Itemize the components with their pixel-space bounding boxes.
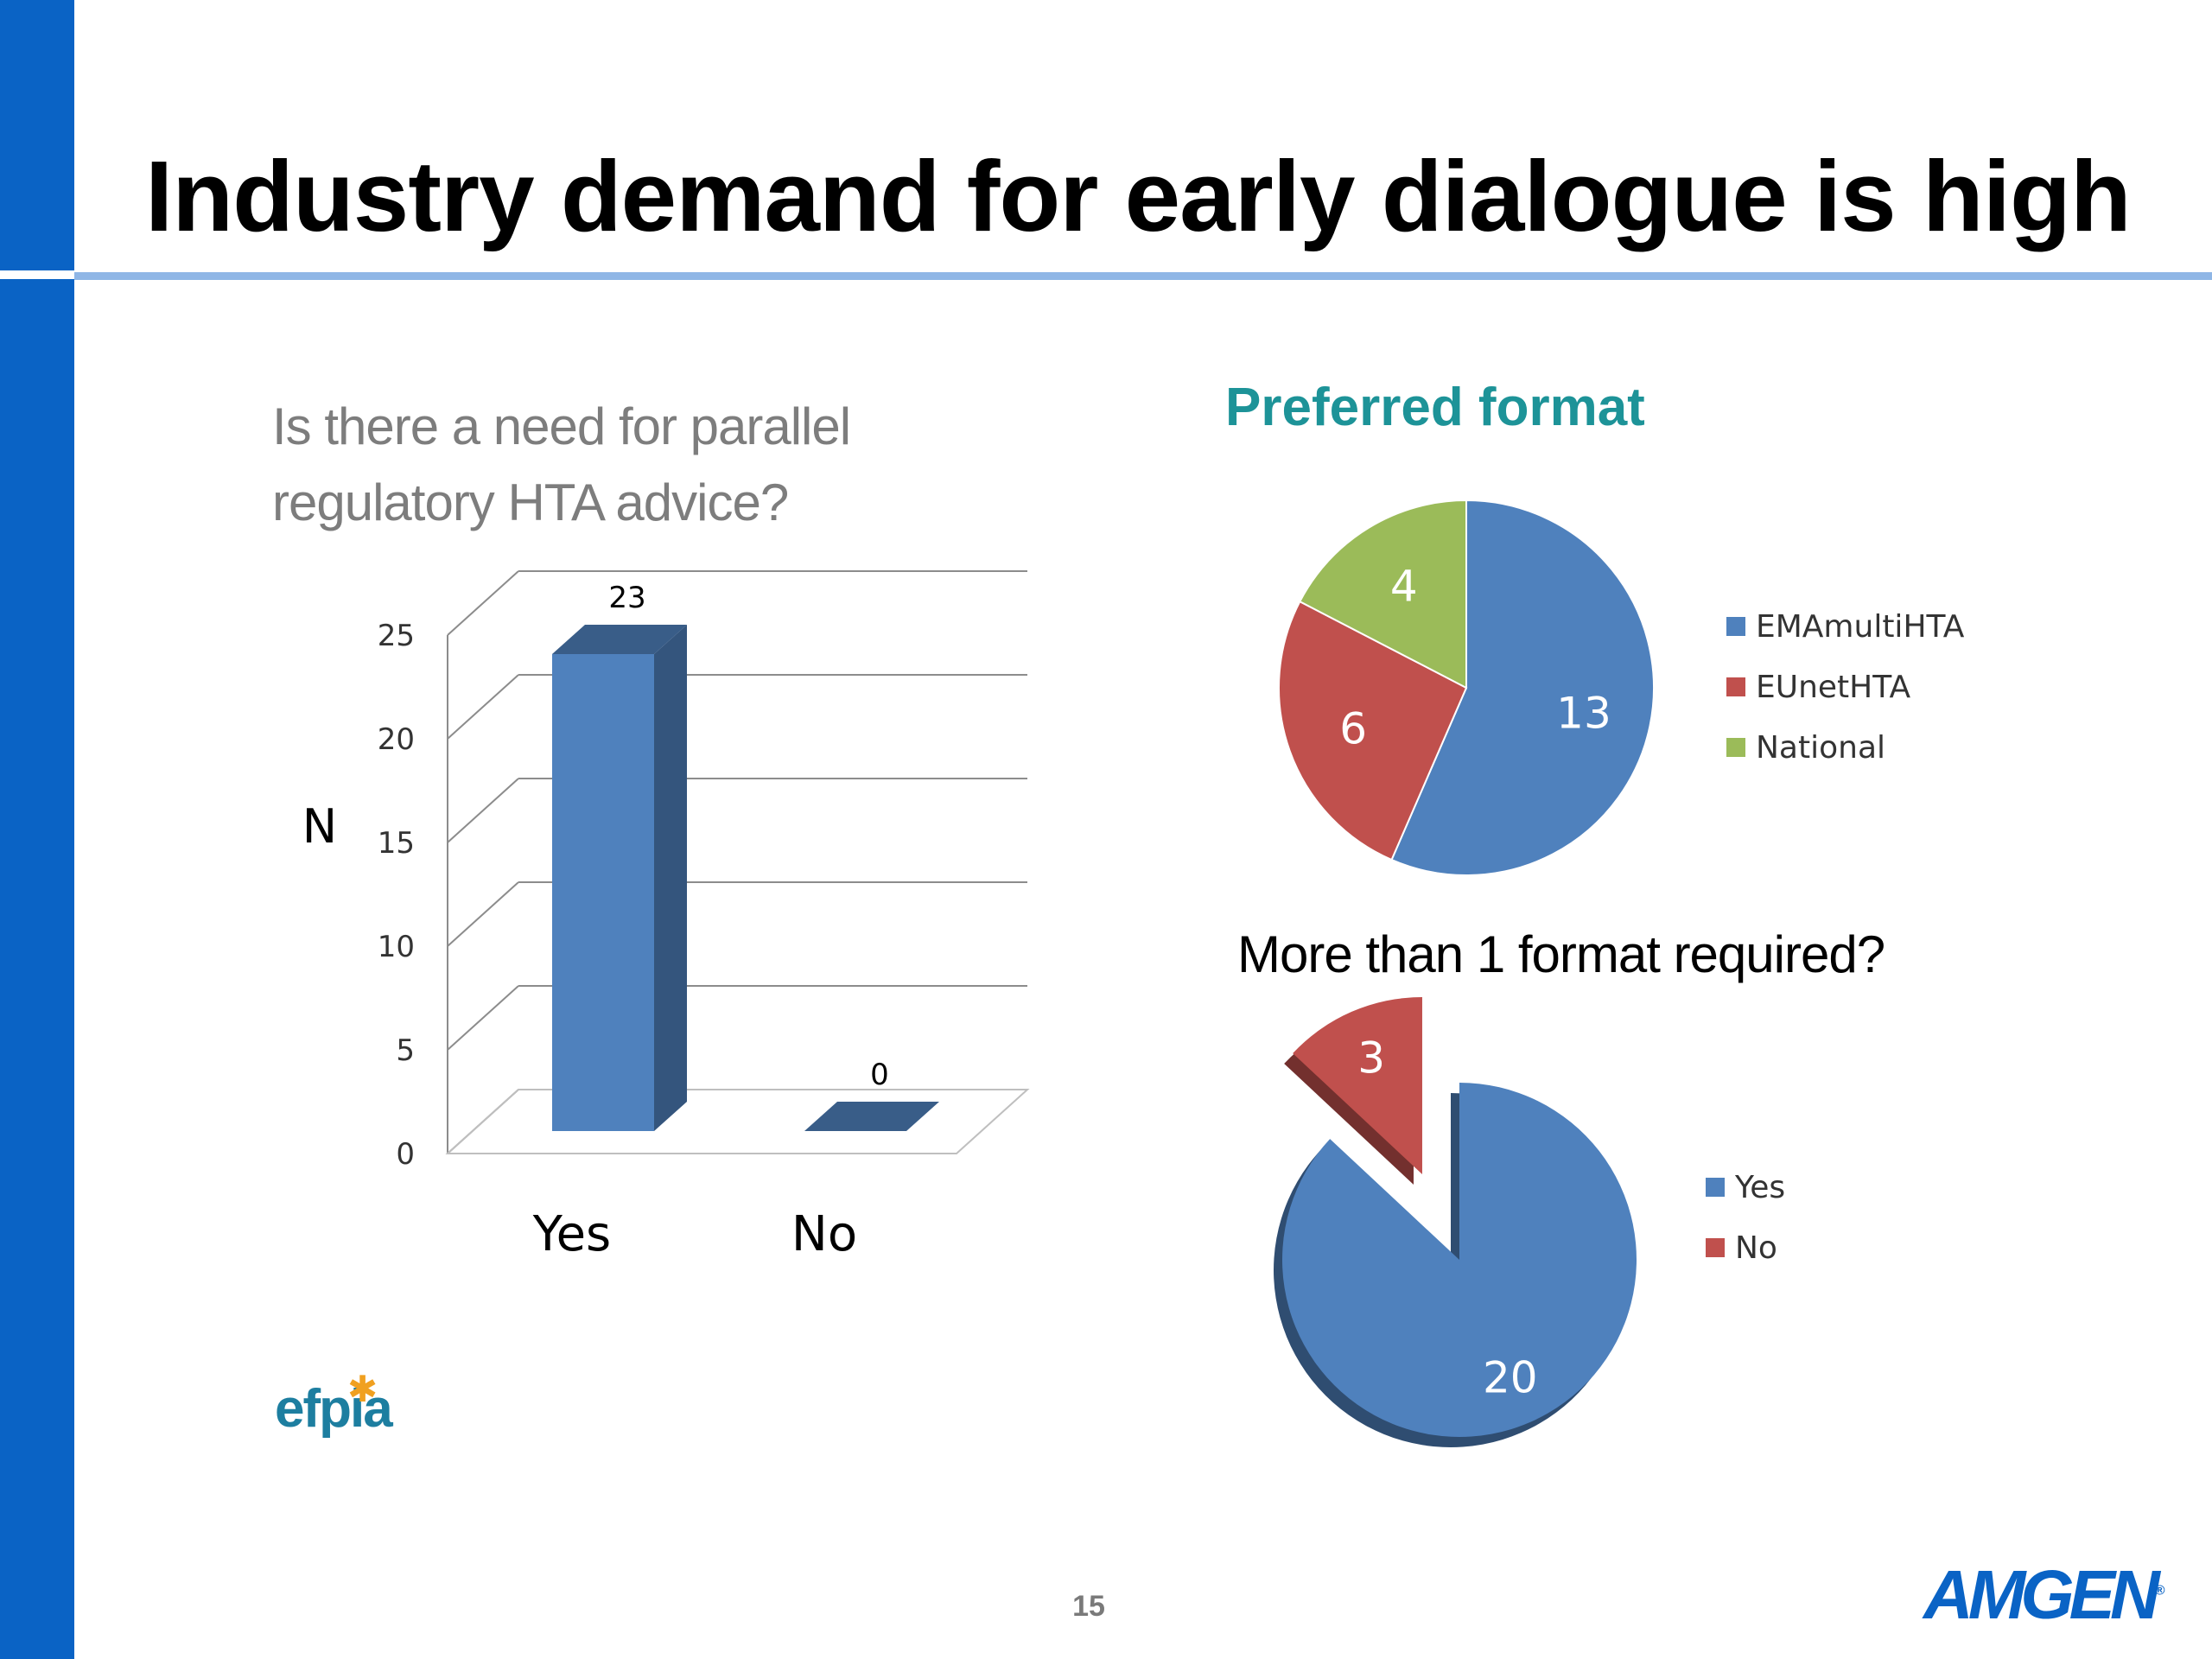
x-category-label: Yes: [532, 1206, 611, 1262]
efpia-star-icon: ✱: [347, 1369, 378, 1409]
amgen-logo-text: AMGEN: [1923, 1556, 2160, 1633]
legend-item: Yes: [1706, 1157, 1785, 1217]
pie2-title: More than 1 format required?: [1237, 925, 1885, 983]
title-underline: [74, 272, 2212, 280]
legend-swatch: [1726, 677, 1745, 696]
legend-swatch: [1726, 738, 1745, 757]
pie-slice-no: [1293, 996, 1422, 1174]
pie2-legend: Yes No: [1706, 1157, 1785, 1278]
legend-label: Yes: [1735, 1169, 1786, 1205]
pie-slice-national: [1298, 499, 1467, 690]
pie1-legend: EMAmultiHTA EUnetHTA National: [1726, 596, 1964, 778]
legend-label: EMAmultiHTA: [1756, 608, 1965, 645]
bar-side-face: [654, 625, 687, 1131]
legend-swatch: [1726, 617, 1745, 636]
gridline-diagonal: [447, 985, 519, 1051]
pie-data-label: 13: [1556, 688, 1611, 738]
pie1-title: Preferred format: [1225, 378, 1645, 437]
slide-title: Industry demand for early dialogue is hi…: [145, 140, 2132, 252]
bar-top-face: [552, 625, 687, 654]
efpia-logo-text: efpia: [275, 1379, 393, 1439]
legend-item: EUnetHTA: [1726, 657, 1964, 717]
accent-bar-gap: [0, 270, 74, 279]
legend-label: National: [1756, 729, 1886, 766]
efpia-logo: efpia ✱: [275, 1369, 393, 1440]
pie-data-label: 4: [1390, 561, 1418, 611]
chart-floor: [445, 1089, 1030, 1154]
legend-swatch: [1706, 1238, 1725, 1257]
y-tick-label: 10: [378, 930, 415, 964]
pie-slice-emamultihta: [1390, 499, 1655, 876]
pie-data-label: 3: [1357, 1033, 1385, 1084]
bar-data-label: 23: [608, 581, 645, 615]
bar-no: [804, 1102, 939, 1131]
pie-data-label: 6: [1339, 704, 1367, 754]
legend-item: National: [1726, 717, 1964, 778]
legend-label: EUnetHTA: [1756, 669, 1911, 705]
page-number: 15: [1072, 1590, 1105, 1623]
bar-chart-question: Is there a need for parallel regulatory …: [272, 397, 851, 531]
bar-front-face: [552, 654, 654, 1131]
y-tick-label: 15: [378, 826, 415, 861]
gridline-diagonal: [447, 778, 519, 843]
y-tick-label: 0: [396, 1137, 415, 1172]
bar-data-label: 0: [870, 1058, 889, 1092]
pie-slice-yes: [1281, 1083, 1637, 1437]
bar-top-face: [804, 1102, 939, 1131]
y-tick-label: 25: [378, 619, 415, 653]
y-axis-label: N: [302, 799, 337, 854]
pie-slice-eunethta: [1278, 600, 1468, 861]
legend-label: No: [1735, 1230, 1777, 1266]
gridline-diagonal: [447, 570, 519, 636]
bar-yes: [552, 625, 687, 1131]
gridline-diagonal: [447, 881, 519, 947]
y-tick-label: 20: [378, 722, 415, 757]
amgen-logo: AMGEN®: [1923, 1556, 2165, 1633]
legend-swatch: [1706, 1178, 1725, 1197]
gridline-diagonal: [447, 674, 519, 740]
legend-item: No: [1706, 1217, 1785, 1278]
x-category-label: No: [791, 1206, 857, 1262]
y-tick-label: 5: [396, 1033, 415, 1068]
legend-item: EMAmultiHTA: [1726, 596, 1964, 657]
pie-data-label: 20: [1483, 1352, 1538, 1402]
